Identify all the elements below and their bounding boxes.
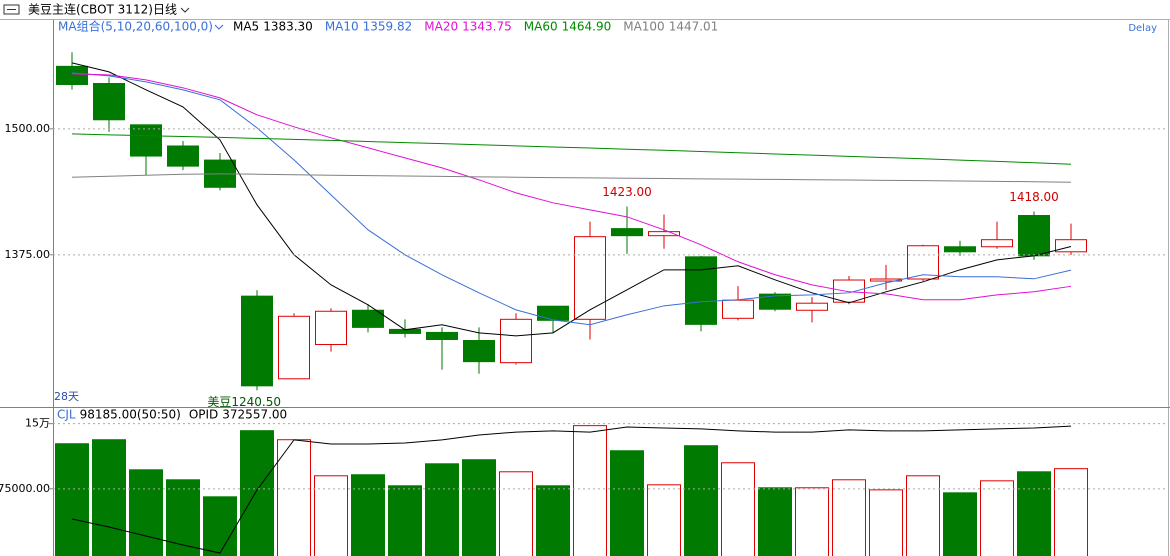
legend-value: 1447.01 [669,20,719,34]
volume-bar [1017,471,1051,556]
y-tick-label: 1375.00 [5,248,51,261]
candle-body [685,256,717,325]
candle-body [167,145,199,167]
ma-line [71,133,1072,165]
candle-body [241,295,273,387]
candle-body [574,236,606,320]
volume-bar [980,480,1014,556]
volume-bar [388,485,422,556]
volume-bar [277,439,311,556]
period-count: 28天 [54,390,79,403]
legend-name: MA60 [524,20,558,34]
volume-bar [55,443,89,556]
ma-legend-title: MA组合(5,10,20,60,100,0) [58,19,213,34]
volume-bar [832,479,866,556]
volume-bar [203,496,237,556]
delay-label: Delay [1128,23,1157,34]
volume-bar [240,430,274,556]
y-tick-label: 1500.00 [5,122,51,135]
legend-name: OPID [189,408,218,422]
candle-body [1018,215,1050,257]
volume-bar [499,471,533,556]
top-bar [0,0,1170,19]
candle-body [611,228,643,237]
candle-body [315,310,347,346]
candle-body [93,82,125,121]
volume-bar [795,487,829,556]
volume-bar [129,469,163,556]
period-chevron [180,7,190,13]
candle-body [278,315,310,380]
volume-bar [758,487,792,556]
ma-line [71,73,1072,301]
ma-line [71,173,1072,183]
candle-body [463,339,495,363]
volume-bar [351,474,385,556]
menu-icon[interactable] [3,4,20,15]
volume-bar [647,484,681,556]
candle-body [500,318,532,364]
candle-body [722,299,754,319]
ma-line [71,62,1072,337]
open-interest-line [71,425,1072,554]
candle-body [944,246,976,253]
candle-body [1055,239,1087,253]
volume-bar [721,462,755,556]
legend-value: 372557.00 [222,408,287,422]
volume-bar [314,475,348,556]
legend-name: CJL [57,408,76,422]
candle-body [130,124,162,157]
legend-value: 1343.75 [462,20,512,34]
y-tick-label: 15万 [25,417,50,430]
legend-value: 1383.30 [263,20,313,34]
y-tick-label: 75000.00 [0,482,50,495]
period-selector[interactable]: 日线 [153,3,177,17]
legend-name: MA100 [623,20,664,34]
legend-value: 98185.00(50:50) [80,408,181,422]
candle-body [56,65,88,85]
low-annotation: 美豆1240.50 [207,395,281,409]
legend-name: MA5 [233,20,259,34]
volume-bar [684,445,718,556]
volume-bar [906,475,940,556]
candle-body [981,239,1013,248]
volume-bar [869,489,903,556]
legend-name: MA10 [325,20,359,34]
volume-bar [536,485,570,556]
volume-bar [943,492,977,556]
volume-bar [166,479,200,556]
legend-value: 1359.82 [363,20,413,34]
candle-body [796,302,828,311]
legend-value: 1464.90 [562,20,612,34]
price-panel [56,52,1087,391]
high-annotation: 1418.00 [1009,190,1059,204]
volume-bar [610,450,644,556]
instrument-title: 美豆主连(CBOT 3112) [28,2,153,17]
candle-body [907,245,939,280]
volume-bar [92,439,126,556]
candle-body [537,305,569,321]
legend-name: MA20 [424,20,458,34]
volume-bar [1054,468,1088,556]
candle-body [352,309,384,328]
ma-line [71,72,1072,326]
candle-body [833,279,865,303]
volume-bar [573,425,607,556]
ma-legend-chevron [214,24,224,30]
high-annotation: 1423.00 [602,185,652,199]
volume-bar [462,459,496,556]
volume-bar [425,463,459,556]
volume-panel [55,425,1088,556]
candle-body [426,331,458,340]
candle-body [648,231,680,237]
candle-body [759,293,791,310]
candle-body [870,278,902,282]
